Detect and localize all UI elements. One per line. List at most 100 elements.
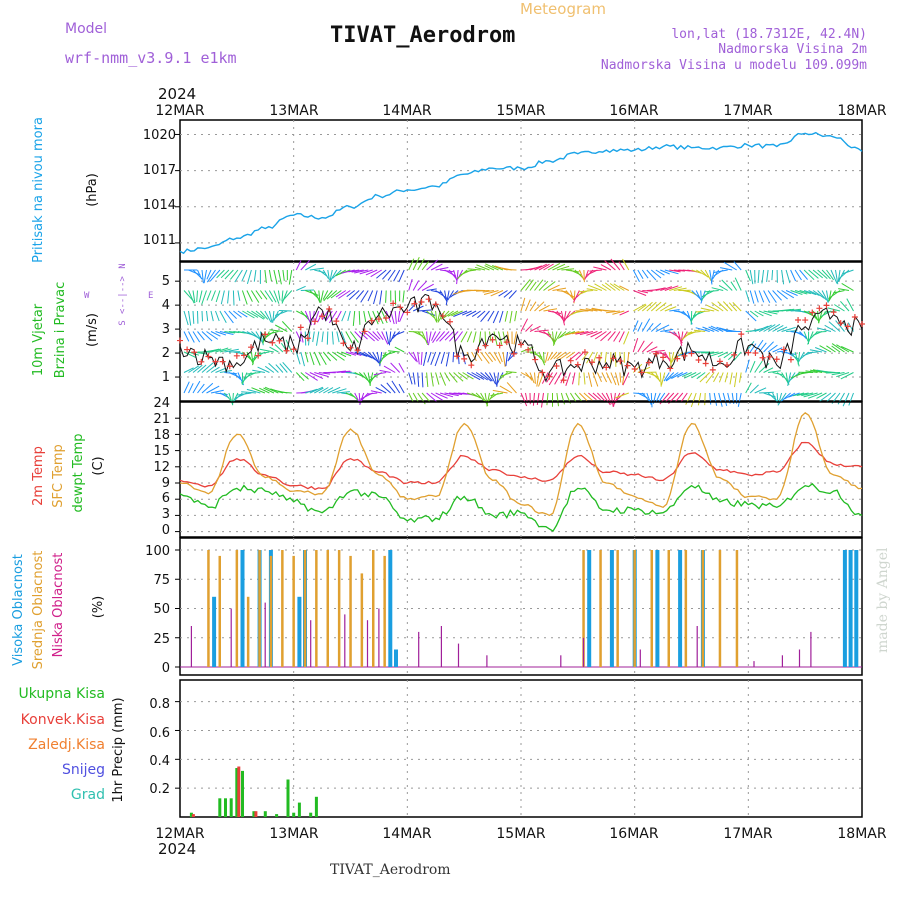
wind-arrow bbox=[439, 372, 447, 386]
wind-arrow bbox=[372, 351, 381, 365]
cloud-high-bar bbox=[587, 550, 592, 667]
wind-arrow bbox=[578, 269, 585, 281]
wind-arrow bbox=[737, 392, 742, 407]
temp-tick: 0 bbox=[162, 523, 170, 538]
wind-gust-marker bbox=[276, 337, 283, 344]
cloud-mid-bar bbox=[269, 555, 273, 667]
wind-arrow bbox=[453, 310, 468, 317]
wind-arrow bbox=[331, 331, 334, 345]
wind-gust-marker bbox=[859, 321, 865, 328]
wind-arrow bbox=[379, 351, 383, 367]
wind-arrow bbox=[836, 372, 850, 378]
wind-arrow bbox=[201, 290, 207, 305]
wind-arrow bbox=[188, 290, 195, 304]
wind-arrow bbox=[206, 269, 216, 283]
wind-arrow bbox=[772, 392, 778, 404]
precip-total-bar bbox=[189, 812, 193, 817]
cloud-mid-bar bbox=[582, 550, 585, 667]
wind-arrow bbox=[529, 351, 543, 358]
wind-arrow bbox=[583, 372, 586, 385]
wind-arrow bbox=[785, 372, 789, 384]
wind-arrow bbox=[558, 351, 571, 361]
precip-legend-conv: Konvek.Kisa bbox=[21, 712, 105, 728]
temp-2m-line bbox=[179, 441, 863, 491]
wind-arrow bbox=[264, 310, 272, 323]
wind-arrow bbox=[316, 331, 320, 346]
wind-arrow bbox=[417, 372, 420, 387]
wind-gust-marker bbox=[439, 312, 446, 319]
wind-arrow bbox=[201, 310, 203, 322]
wind-arrow bbox=[373, 372, 387, 376]
wind-gust-marker bbox=[752, 350, 759, 357]
temp-tick: 15 bbox=[153, 444, 170, 459]
wind-arrow bbox=[529, 265, 543, 271]
wind-arrow bbox=[815, 347, 827, 353]
date-label: 14MAR bbox=[382, 826, 431, 842]
wind-arrow bbox=[192, 331, 201, 343]
wind-arrow bbox=[711, 287, 724, 291]
wind-arrow bbox=[300, 259, 311, 271]
wind-arrow bbox=[417, 258, 425, 271]
wind-arrow bbox=[439, 392, 454, 398]
wind-arrow bbox=[721, 279, 733, 291]
wind-gust-marker bbox=[283, 347, 290, 354]
wind-arrow bbox=[421, 261, 429, 271]
temp-ylabel-b: SFC Temp bbox=[51, 444, 66, 508]
wind-gust-marker bbox=[262, 331, 269, 338]
wind-arrow bbox=[439, 331, 450, 342]
wind-arrow bbox=[408, 392, 414, 403]
precip-total-bar bbox=[224, 798, 227, 817]
wind-arrow bbox=[695, 290, 702, 301]
wind-arrow bbox=[534, 329, 549, 332]
wind-arrow bbox=[776, 326, 788, 332]
wind-arrow bbox=[499, 372, 513, 377]
wind-arrow bbox=[658, 392, 666, 402]
wind-arrow bbox=[228, 310, 237, 320]
wind-arrow bbox=[277, 290, 281, 301]
wind-arrow bbox=[318, 290, 321, 302]
wind-arrow bbox=[520, 318, 529, 332]
wind-arrow bbox=[355, 290, 365, 300]
wind-arrow bbox=[435, 310, 438, 323]
wind-arrow bbox=[372, 310, 379, 325]
year-bottom: 2024 bbox=[158, 840, 196, 858]
wind-arrow bbox=[265, 365, 275, 373]
wind-arrow bbox=[754, 387, 767, 394]
wind-arrow bbox=[754, 360, 763, 373]
wind-arrow bbox=[241, 391, 256, 394]
wind-arrow bbox=[745, 290, 750, 302]
wind-arrow bbox=[612, 310, 625, 315]
wind-arrow bbox=[246, 269, 252, 285]
wind-arrow bbox=[772, 372, 783, 376]
wind-gust-marker bbox=[688, 350, 695, 357]
wind-arrow bbox=[610, 258, 621, 271]
wind-arrow bbox=[376, 269, 387, 279]
date-label: 12MAR bbox=[155, 103, 204, 119]
wind-arrow bbox=[363, 310, 367, 323]
wind-arrow bbox=[695, 310, 710, 313]
wind-arrow bbox=[733, 261, 742, 271]
wind-arrow bbox=[552, 287, 567, 291]
wind-arrow bbox=[253, 269, 257, 282]
compass-n: N bbox=[118, 263, 128, 268]
wind-arrow bbox=[601, 392, 611, 406]
wind-arrow bbox=[471, 310, 481, 318]
pressure-unit: (hPa) bbox=[85, 173, 100, 207]
wind-arrow bbox=[758, 310, 772, 317]
wind-arrow bbox=[259, 290, 268, 300]
wind-arrow bbox=[388, 331, 392, 346]
cloud-high-bar bbox=[848, 550, 853, 667]
wind-arrow bbox=[484, 392, 488, 406]
wind-arrow bbox=[840, 372, 854, 380]
wind-arrow bbox=[618, 331, 625, 343]
wind-arrow bbox=[412, 372, 416, 385]
wind-gust-marker bbox=[468, 362, 475, 369]
wind-arrow bbox=[379, 369, 391, 373]
wind-arrow bbox=[701, 351, 715, 354]
wind-arrow bbox=[637, 366, 651, 373]
wind-arrow bbox=[646, 392, 652, 405]
pressure-panel: 1011 1014 1017 1020 Pritisak na nivou mo… bbox=[31, 117, 863, 263]
cloud-low-bar bbox=[418, 631, 420, 667]
wind-arrow bbox=[498, 290, 508, 297]
wind-arrow bbox=[594, 283, 607, 291]
